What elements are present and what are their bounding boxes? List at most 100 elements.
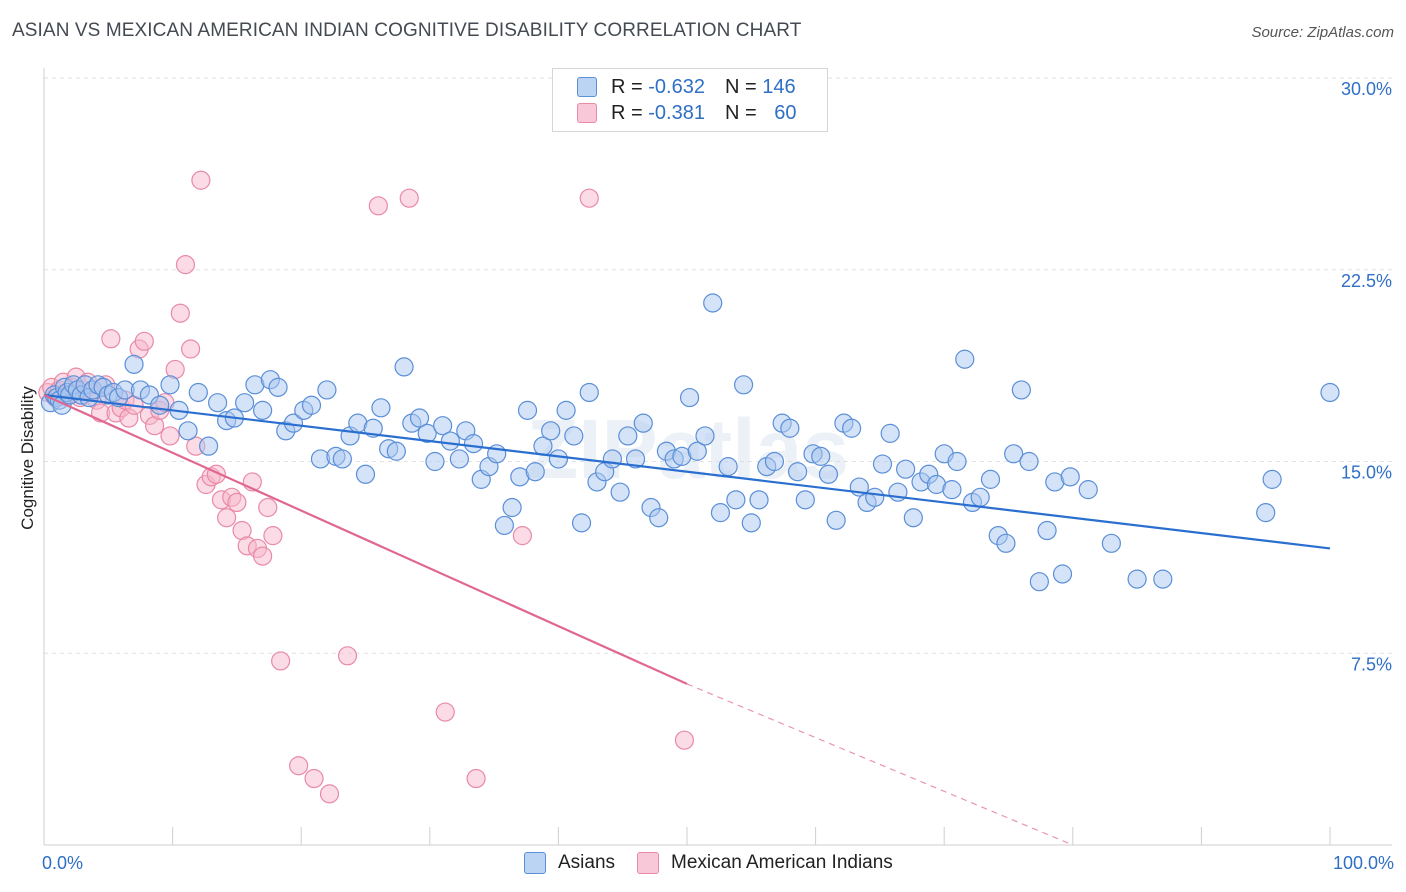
mexican-trend-line (43, 394, 688, 685)
y-axis-label: Cognitive Disability (18, 386, 37, 530)
mexican-point (253, 546, 273, 566)
asian-trend-line (43, 393, 1331, 550)
legend-row-asian: R = -0.632 N = 146 (577, 75, 796, 99)
asian-point (811, 446, 831, 466)
asian-point (502, 497, 522, 518)
asian-point (548, 449, 569, 469)
asian-point (394, 357, 414, 377)
asian-point (903, 508, 923, 528)
mexican-point (512, 526, 532, 546)
asian-point (1256, 503, 1276, 523)
mexican-point (181, 339, 201, 359)
y-tick-label: 7.5% (1351, 654, 1392, 674)
asian-point (301, 395, 322, 415)
asian-point (317, 380, 337, 400)
asian-point (942, 480, 962, 500)
mexican-point (289, 756, 309, 776)
asian-point (718, 457, 738, 477)
mexican-trend-extension (686, 683, 1074, 846)
mexican-point (227, 492, 247, 513)
chart-source: Source: ZipAtlas.com (1251, 24, 1394, 41)
asian-point (880, 423, 900, 443)
asian-point (610, 482, 630, 502)
y-tick-label: 22.5% (1341, 271, 1392, 291)
asian-point (386, 441, 406, 461)
asian-point (1052, 564, 1073, 584)
mexican-point (170, 303, 190, 323)
asian-point (980, 469, 1001, 489)
asian-point (679, 387, 700, 408)
mexican-point (191, 170, 211, 190)
asian-point (618, 426, 638, 446)
legend-label-asians: Asians (558, 852, 616, 873)
asian-point (268, 377, 288, 397)
asian-point (440, 431, 460, 451)
asian-point (150, 395, 170, 415)
asian-point (1060, 467, 1080, 487)
asian-point (787, 462, 808, 482)
asian-point (332, 449, 352, 469)
asian-point (733, 375, 754, 395)
asian-point (1262, 469, 1282, 489)
asian-point (947, 451, 967, 472)
asian-point (1101, 533, 1121, 553)
asian-point (208, 393, 228, 413)
mexican-legend-swatch (637, 852, 660, 874)
asian-point (649, 508, 669, 528)
legend-asian-r-label: R = (611, 75, 649, 98)
asian-point (695, 426, 715, 446)
legend-mexican-n-value: 60 (774, 101, 797, 124)
asians-legend-swatch (524, 852, 546, 874)
asian-point (1320, 382, 1340, 403)
asian-point (741, 513, 761, 533)
asian-point (726, 490, 746, 510)
asian-point (449, 449, 469, 469)
legend-asian-n-label: N = (724, 75, 763, 98)
asian-point (1153, 569, 1173, 589)
grid-lines (44, 77, 1392, 654)
asian-point (764, 451, 785, 472)
asian-point (494, 515, 514, 536)
asian-point (571, 513, 592, 533)
legend-box: R = -0.632 N = 146 R = -0.381 N = 60 (552, 68, 828, 132)
mexican-point (258, 497, 278, 518)
asian-point (1078, 480, 1098, 500)
asian-point (417, 423, 437, 443)
mexican-point (466, 768, 486, 789)
legend-mexican-r-value: -0.381 (648, 101, 705, 124)
mexican-point (319, 784, 340, 804)
mexican-point (271, 651, 291, 671)
legend-mexican-r-label: R = (611, 101, 649, 124)
mexican-swatch (577, 103, 597, 123)
mexican-point (579, 188, 599, 208)
asian-point (253, 400, 273, 420)
legend-asian-r-value: -0.632 (648, 75, 705, 98)
asian-point (1004, 444, 1024, 464)
asian-point (955, 349, 975, 369)
asian-point (896, 459, 916, 479)
asian-point (1127, 569, 1147, 589)
mexican-point (674, 730, 695, 750)
mexican-point (217, 508, 237, 528)
axes (43, 68, 1392, 846)
asian-point (517, 400, 538, 420)
asian-point (710, 503, 731, 523)
asian-point (1037, 520, 1057, 541)
series-asian-points (40, 293, 1340, 592)
asian-point (235, 393, 255, 413)
asian-point (633, 413, 653, 433)
mexican-point (101, 329, 121, 349)
asian-point (371, 398, 391, 418)
legend-mexican-n-label: N = (724, 101, 763, 124)
asian-point (602, 449, 623, 469)
mexican-point (399, 188, 419, 208)
asian-point (556, 400, 576, 420)
asian-point (199, 436, 219, 456)
asian-point (463, 434, 484, 454)
asian-point (780, 418, 800, 438)
asian-point (1019, 451, 1039, 472)
mexican-point (368, 196, 388, 216)
mexican-point (337, 646, 358, 666)
trend-lines (43, 393, 1331, 846)
